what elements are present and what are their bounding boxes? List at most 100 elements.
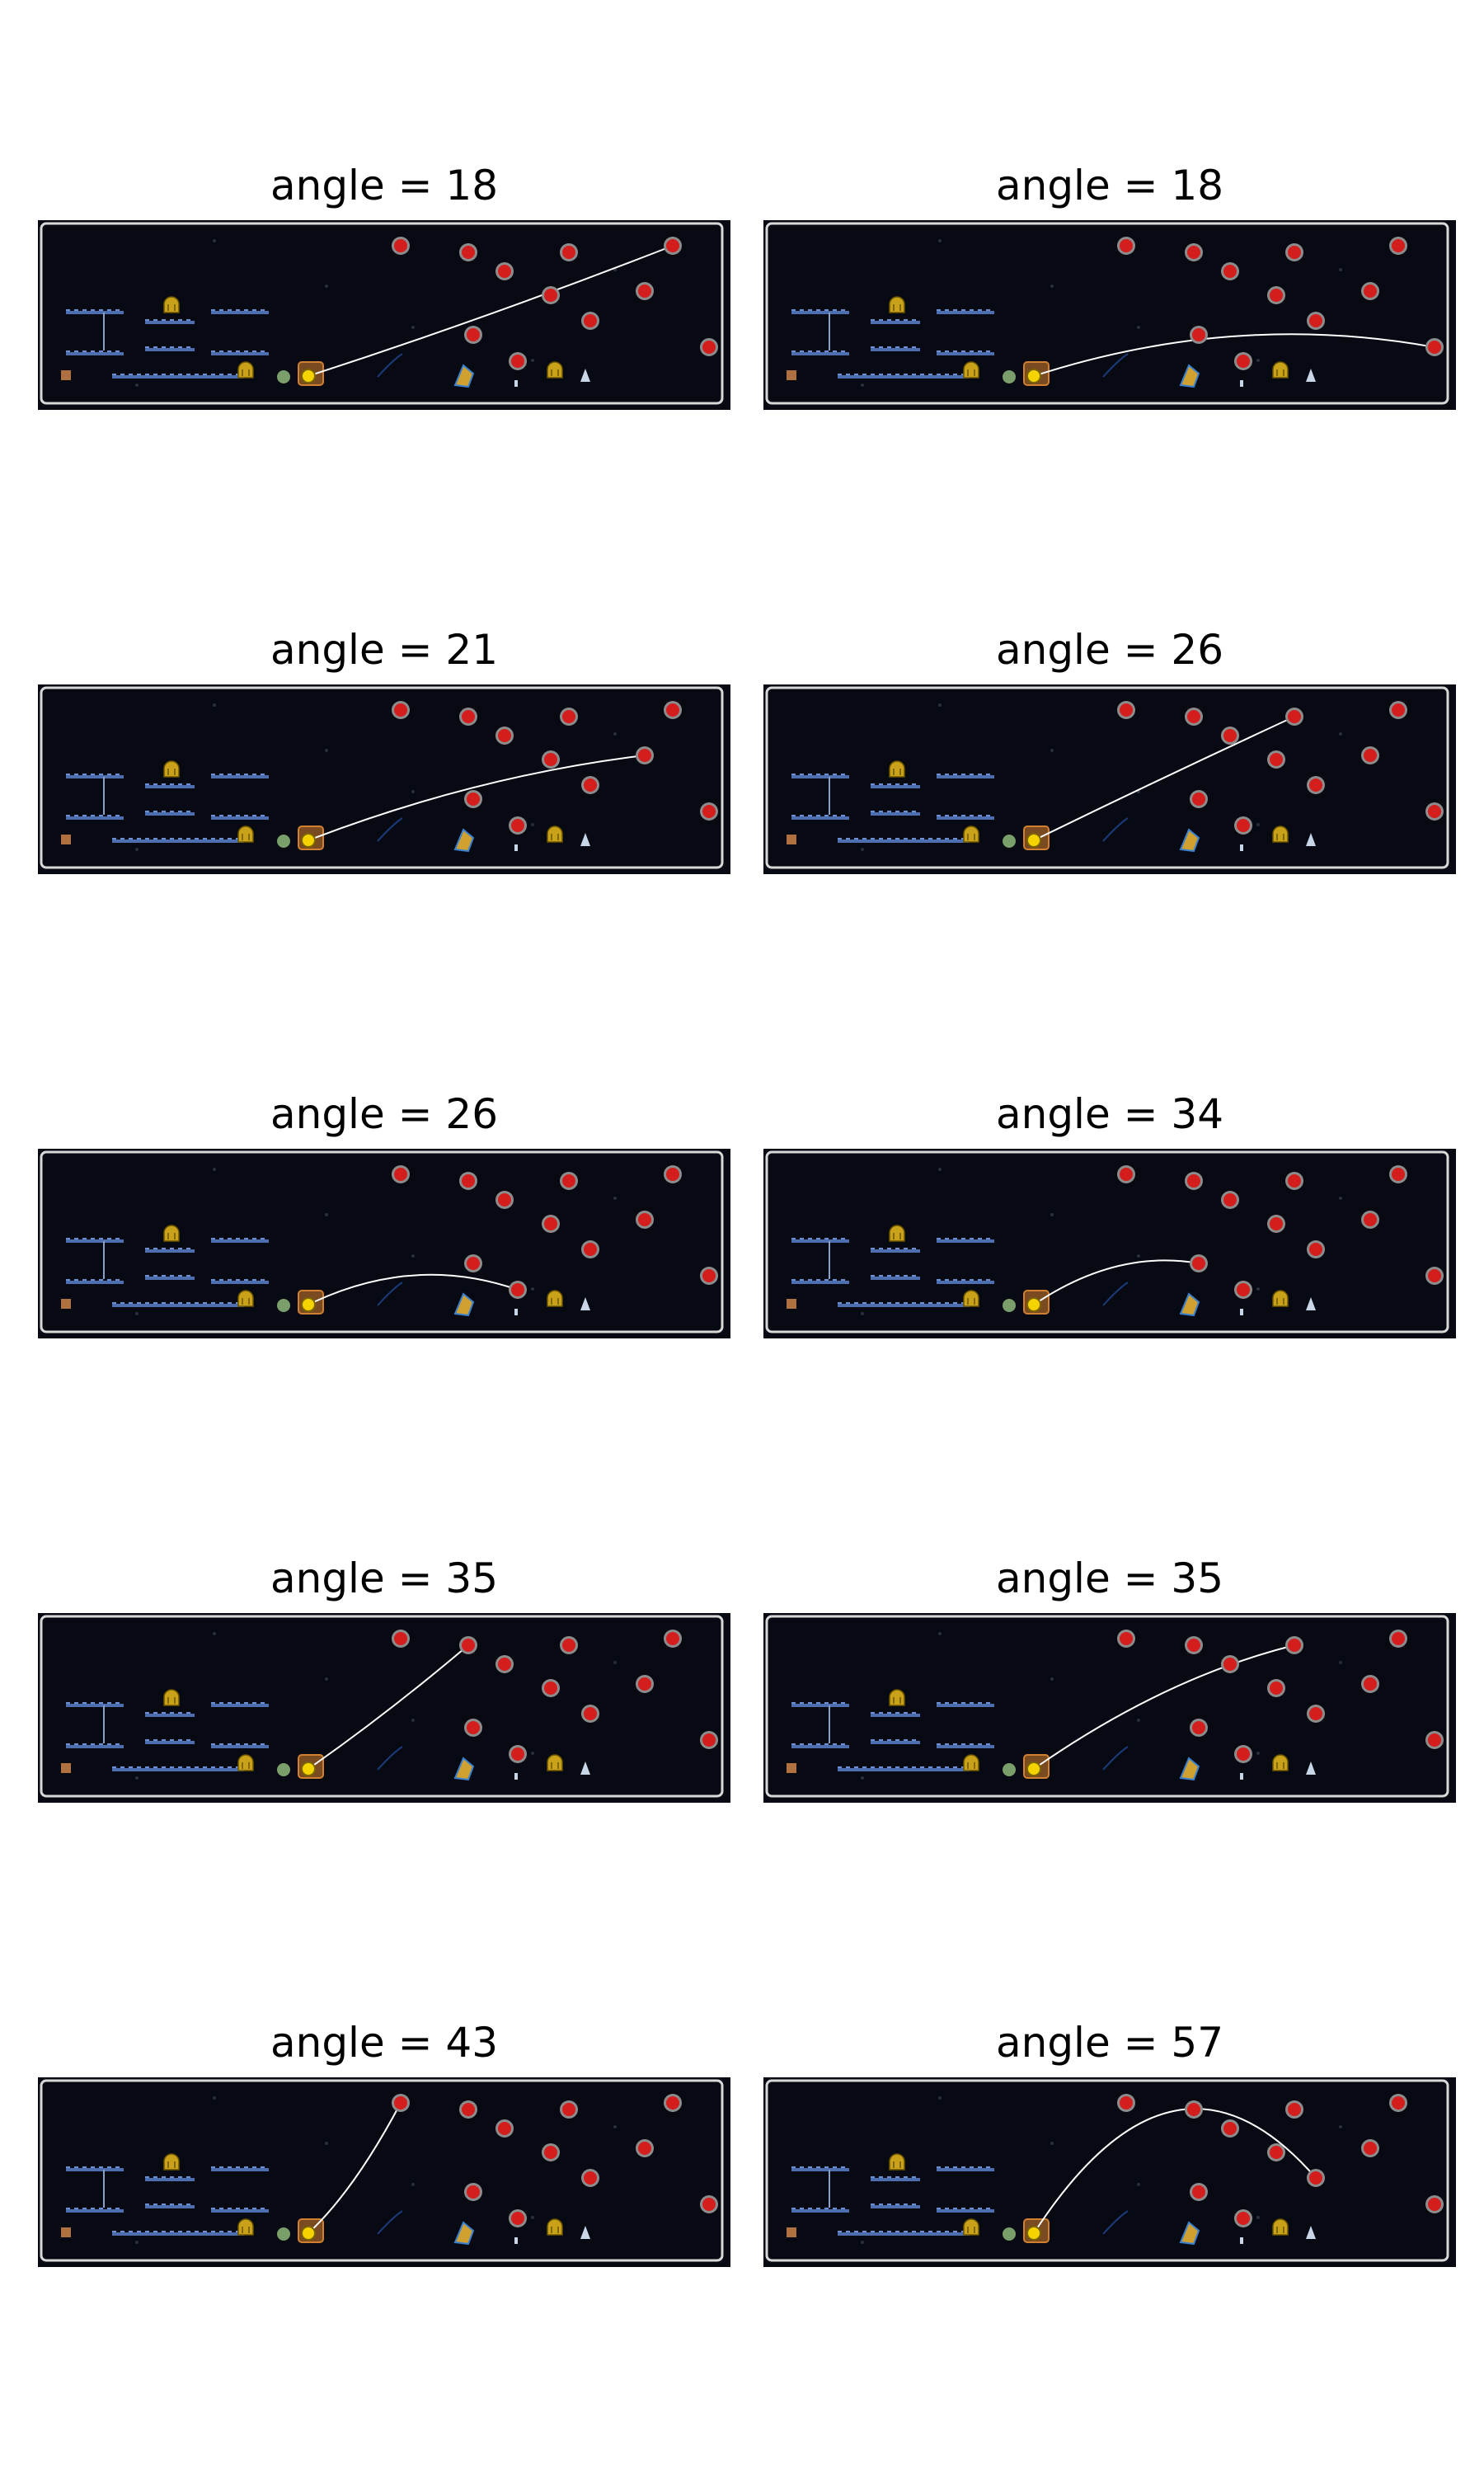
platform-tile [895,319,899,321]
target-icon [700,2195,718,2213]
platform-tile [236,309,240,311]
platform-tile [91,2166,95,2168]
platform-tile [244,2208,248,2209]
peg-icon [1240,380,1243,387]
platform-tile [252,1743,256,1745]
platform-tile [178,319,182,321]
hook-icon [377,1282,403,1306]
platform [112,375,186,379]
platform-tile [66,774,70,775]
panel-title: angle = 18 [270,162,499,209]
lock-icon [1272,361,1289,379]
platform-tile [186,1766,190,1768]
star-dot [135,1312,139,1315]
platform-tile [137,1766,141,1768]
platform-tile [145,319,149,321]
platform-tile [186,319,190,321]
platform-tile [887,346,891,348]
platform-tile [120,838,124,840]
target-icon [700,1731,718,1749]
platform [791,1704,849,1707]
star-dot [135,1776,139,1780]
platform-tile [153,1766,157,1768]
target-icon [1185,243,1203,261]
platform-tile [115,350,120,352]
platform-tile [236,1238,240,1239]
platform [211,1704,269,1707]
platform-tile [800,1279,804,1281]
platform-tile [107,2208,111,2209]
platform-tile [228,2166,232,2168]
platform [871,321,920,324]
platform [66,1745,124,1748]
platform-tile [170,374,174,375]
platform-tile [937,838,941,840]
platform-tile [887,1712,891,1714]
trophy-icon [453,364,475,388]
platform-tile [145,1739,149,1741]
launch-point [301,1761,316,1776]
platform-tile [895,1766,899,1768]
star-dot [1137,2183,1140,2186]
platform-tile [252,350,256,352]
platform-tile [145,1302,149,1304]
platform-tile [74,1743,78,1745]
platform [211,1745,269,1748]
target-icon [1190,790,1208,808]
target-icon [1267,2143,1285,2161]
target-icon [1307,1705,1325,1723]
platform-tile [912,838,916,840]
target-icon [1117,1165,1135,1183]
platform-tile [862,838,866,840]
platform-tile [961,1702,965,1704]
platform [791,2168,849,2171]
platform-tile [137,374,141,375]
star-dot [861,1312,864,1315]
lock-icon [963,2218,979,2236]
platform-tile [120,1766,124,1768]
platform-tile [904,811,908,812]
platform-tile [937,1279,941,1281]
panel-title: angle = 21 [270,626,499,674]
target-icon [700,1267,718,1285]
platform [791,1281,849,1284]
platform [66,2168,124,2171]
star-dot [1339,2125,1342,2128]
platform [871,812,920,816]
platform-tile [791,2208,796,2209]
platform-tile [871,1766,875,1768]
panel-title: angle = 18 [995,162,1224,209]
lamp-post-icon [1306,1761,1316,1775]
platform-tile [261,815,265,816]
platform-tile [195,2231,199,2232]
platform-tile [82,309,87,311]
platform-tile [879,838,883,840]
platform-tile [808,1702,812,1704]
platform-tile [978,1238,982,1239]
platform-tile [904,1766,908,1768]
platform-tile [953,309,957,311]
platform-tile [211,350,215,352]
target-icon [636,2139,654,2157]
crate-icon [61,835,71,844]
platform-tile [219,2208,223,2209]
platform-tile [904,1302,908,1304]
star-dot [1256,359,1260,362]
platform-tile [219,1238,223,1239]
target-icon [1425,802,1444,821]
star-dot [1256,823,1260,826]
platform-tile [99,1702,103,1704]
platform-tile [115,774,120,775]
target-icon [1185,2100,1203,2119]
lamp-post-icon [580,1761,590,1775]
frame-panel: angle = 26 [38,1089,730,1345]
platform-tile [879,1739,883,1741]
platform-tile [945,1238,949,1239]
platform-tile [791,2166,796,2168]
gear-icon [277,1299,290,1312]
platform-tile [887,319,891,321]
platform-tile [978,815,982,816]
platform-tile [833,815,837,816]
platform-tile [800,1238,804,1239]
game-scene [38,1613,730,1803]
